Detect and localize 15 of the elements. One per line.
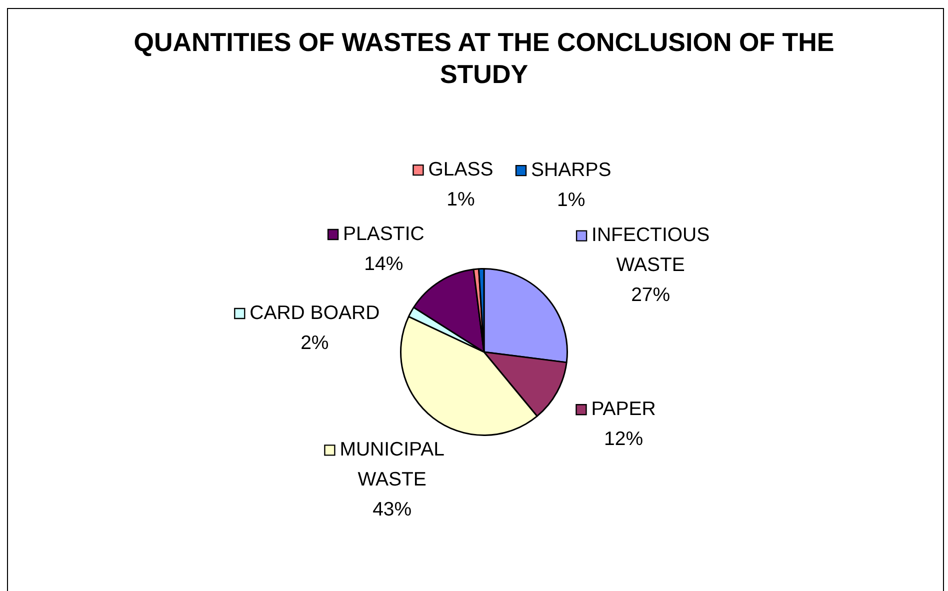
data-label: 12% <box>604 428 644 450</box>
data-label: 1% <box>446 188 475 210</box>
legend-label: PLASTIC <box>343 222 424 245</box>
data-label: 43% <box>372 498 412 521</box>
legend-label: PAPER <box>591 398 656 420</box>
chart-title: QUANTITIES OF WASTES AT THE CONCLUSION OF THE STUDY <box>132 26 836 90</box>
legend-label: INFECTIOUS WASTE <box>592 224 710 276</box>
legend-label: SHARPS <box>531 158 612 181</box>
legend-label: CARD BOARD <box>250 302 380 324</box>
legend-label: GLASS <box>428 158 494 180</box>
data-label: 1% <box>557 188 586 211</box>
data-label: 14% <box>364 252 404 275</box>
legend-label: MUNICIPAL WASTE <box>340 438 445 491</box>
data-label: 2% <box>300 332 329 354</box>
data-label: 27% <box>631 284 670 306</box>
